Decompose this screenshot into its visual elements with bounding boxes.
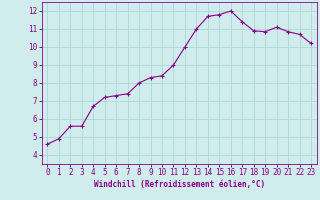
X-axis label: Windchill (Refroidissement éolien,°C): Windchill (Refroidissement éolien,°C) [94,180,265,189]
